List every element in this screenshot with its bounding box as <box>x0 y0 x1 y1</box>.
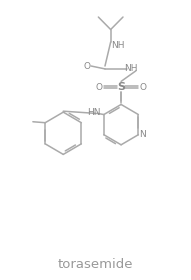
Text: HN: HN <box>87 108 100 117</box>
Text: O: O <box>95 83 102 92</box>
Text: NH: NH <box>124 64 138 73</box>
Text: torasemide: torasemide <box>58 258 133 271</box>
Text: NH: NH <box>111 41 125 50</box>
Text: S: S <box>117 82 125 92</box>
Text: O: O <box>140 83 147 92</box>
Text: O: O <box>83 62 91 71</box>
Text: N: N <box>139 130 146 139</box>
